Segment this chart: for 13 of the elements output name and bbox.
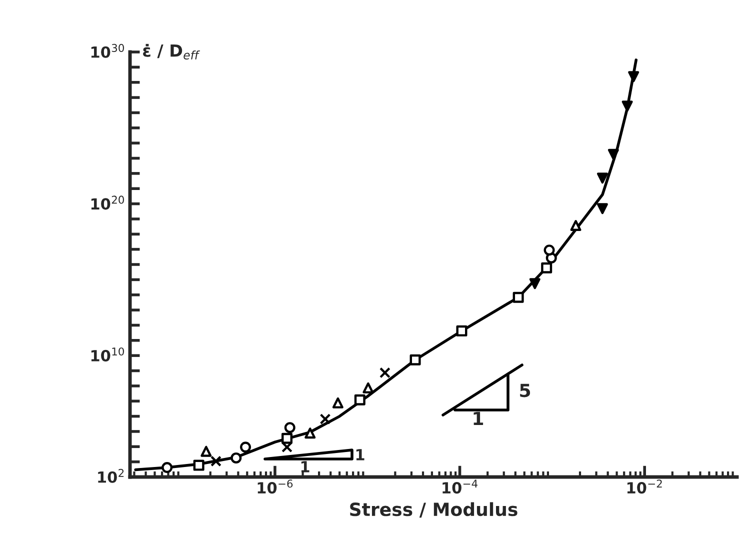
y-tick-label: 10$^{2}$ [98,468,124,483]
y-axis-title: ε̇ / D$_{eff}$ [143,44,200,60]
annotation: 1 [301,461,310,472]
y-tick-label: 10$^{10}$ [91,347,124,362]
annotation: 1 [356,449,364,460]
x-tick-label: 10$^{−2}$ [627,480,662,494]
annotation: 1 [474,412,484,425]
annotation: 5 [520,384,530,398]
y-tick-label: 10$^{20}$ [91,196,124,210]
x-axis-title: Stress / Modulus [350,502,518,518]
x-tick-label: 10$^{−6}$ [258,480,293,494]
x-tick-label: 10$^{−4}$ [442,480,478,494]
y-tick-label: 10$^{30}$ [91,44,124,58]
